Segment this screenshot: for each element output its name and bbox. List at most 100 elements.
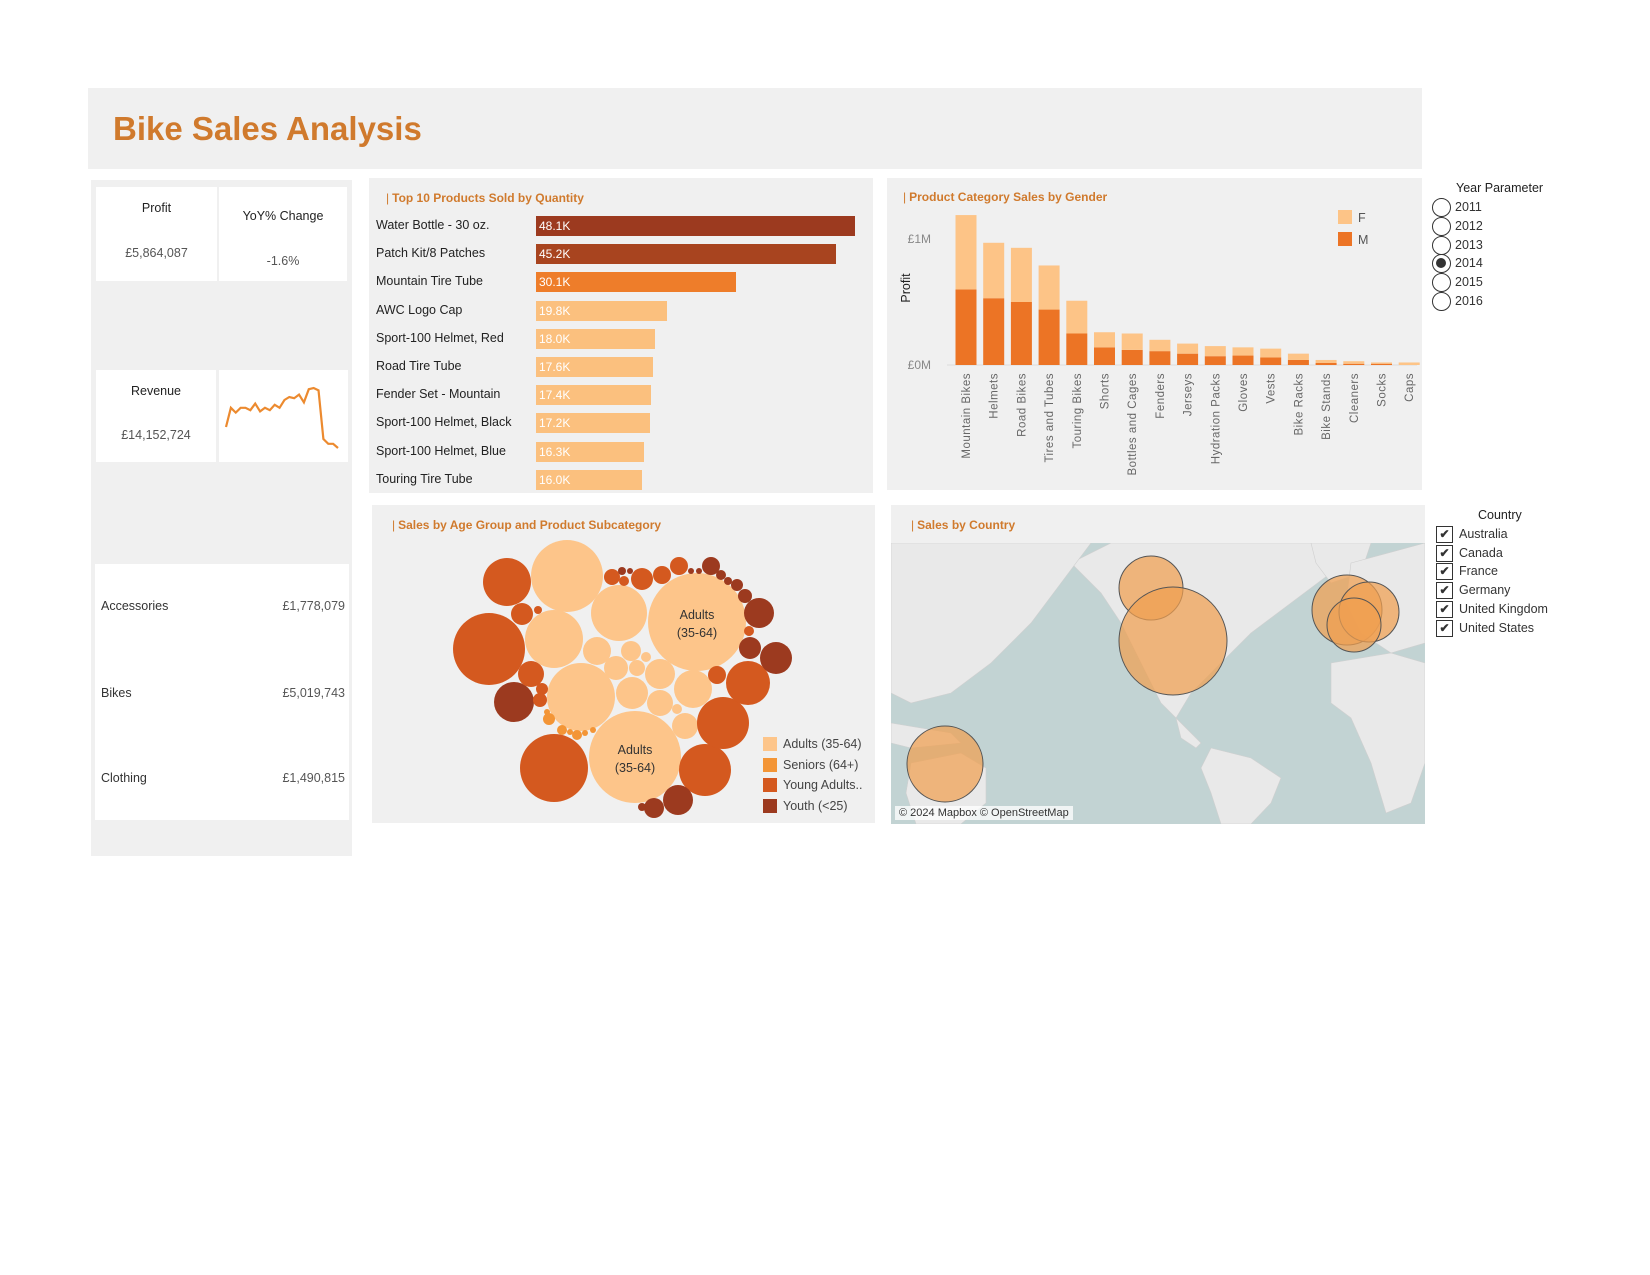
bar-f[interactable] bbox=[1371, 362, 1392, 364]
bar-m[interactable] bbox=[1287, 359, 1309, 365]
year-option-label[interactable]: 2015 bbox=[1455, 275, 1483, 290]
country-checkbox-germany[interactable]: ✔ bbox=[1436, 582, 1453, 600]
bar-m[interactable] bbox=[1315, 362, 1337, 365]
legend-swatch-m[interactable] bbox=[1338, 232, 1352, 246]
bar-m[interactable] bbox=[1010, 302, 1032, 365]
country-checkbox-united-kingdom[interactable]: ✔ bbox=[1436, 600, 1453, 618]
legend-swatch[interactable] bbox=[763, 778, 777, 792]
bubble[interactable] bbox=[453, 613, 525, 685]
bubble[interactable] bbox=[670, 557, 688, 575]
product-bar[interactable]: 17.2K bbox=[536, 413, 651, 434]
bubble[interactable] bbox=[674, 670, 712, 708]
bubble[interactable] bbox=[696, 568, 702, 574]
legend-swatch[interactable] bbox=[763, 798, 777, 813]
product-bar[interactable]: 16.3K bbox=[536, 441, 645, 462]
bubble[interactable] bbox=[702, 557, 720, 575]
bubble[interactable] bbox=[644, 798, 664, 818]
bubble[interactable] bbox=[627, 568, 633, 574]
year-option-label[interactable]: 2016 bbox=[1455, 294, 1483, 308]
legend-swatch[interactable] bbox=[763, 757, 777, 772]
bubble[interactable] bbox=[708, 666, 726, 684]
product-bar[interactable]: 17.4K bbox=[536, 385, 652, 406]
country-option-label[interactable]: United States bbox=[1459, 620, 1535, 635]
bar-m[interactable] bbox=[1094, 347, 1115, 365]
bar-f[interactable] bbox=[1260, 348, 1282, 358]
bar-m[interactable] bbox=[1121, 349, 1143, 365]
product-bar[interactable]: 45.2K bbox=[536, 244, 836, 265]
country-option-label[interactable]: Germany bbox=[1459, 583, 1511, 598]
bar-m[interactable] bbox=[1038, 309, 1060, 365]
country-option-label[interactable]: United Kingdom bbox=[1459, 601, 1548, 616]
bubble[interactable] bbox=[582, 730, 588, 736]
bar-m[interactable] bbox=[1066, 333, 1088, 366]
bubble[interactable] bbox=[621, 641, 641, 661]
bar-m[interactable] bbox=[1371, 363, 1392, 365]
bubble[interactable] bbox=[557, 725, 567, 735]
bar-f[interactable] bbox=[955, 215, 977, 290]
bubble[interactable] bbox=[672, 704, 682, 714]
bubble[interactable] bbox=[483, 558, 531, 606]
bubble[interactable] bbox=[543, 713, 555, 725]
bar-m[interactable] bbox=[1149, 351, 1171, 365]
country-map[interactable] bbox=[891, 543, 1425, 824]
bubble[interactable] bbox=[520, 734, 588, 802]
bar-f[interactable] bbox=[1038, 265, 1060, 310]
bubble[interactable] bbox=[572, 730, 582, 740]
bubble[interactable] bbox=[638, 803, 646, 811]
bar-f[interactable] bbox=[1398, 362, 1420, 365]
product-bar[interactable]: 17.6K bbox=[536, 357, 653, 377]
bar-f[interactable] bbox=[1149, 339, 1171, 352]
product-bar[interactable]: 16.0K bbox=[536, 469, 643, 490]
bubble[interactable] bbox=[629, 660, 645, 676]
country-option-label[interactable]: France bbox=[1459, 564, 1498, 579]
bubble[interactable] bbox=[726, 661, 770, 705]
bubble[interactable] bbox=[716, 570, 726, 580]
bubble[interactable] bbox=[590, 727, 596, 733]
bar-f[interactable] bbox=[983, 242, 1005, 299]
bar-f[interactable] bbox=[1066, 300, 1088, 334]
bubble[interactable] bbox=[679, 744, 731, 796]
bubble[interactable] bbox=[760, 642, 792, 674]
bar-f[interactable] bbox=[1287, 353, 1309, 360]
map-bubble-united-states[interactable] bbox=[1118, 586, 1228, 696]
bar-m[interactable] bbox=[1260, 357, 1282, 365]
bubble[interactable] bbox=[604, 656, 628, 680]
year-radio-2011[interactable] bbox=[1432, 198, 1451, 217]
year-radio-2016[interactable] bbox=[1432, 292, 1451, 311]
bar-f[interactable] bbox=[1177, 343, 1199, 354]
map-bubble-australia[interactable] bbox=[906, 725, 984, 803]
legend-swatch-f[interactable] bbox=[1338, 210, 1352, 224]
bubble[interactable] bbox=[648, 573, 746, 671]
bar-m[interactable] bbox=[1343, 363, 1365, 365]
bubble[interactable] bbox=[547, 663, 615, 731]
legend-swatch[interactable] bbox=[763, 737, 777, 751]
year-option-label[interactable]: 2012 bbox=[1455, 218, 1483, 233]
bubble[interactable] bbox=[525, 610, 583, 668]
bubble[interactable] bbox=[653, 566, 671, 584]
bubble[interactable] bbox=[645, 659, 675, 689]
bubble[interactable] bbox=[531, 540, 603, 612]
bar-m[interactable] bbox=[1232, 355, 1254, 365]
product-bar[interactable]: 30.1K bbox=[536, 272, 736, 293]
bar-f[interactable] bbox=[1094, 332, 1115, 348]
year-radio-2014[interactable] bbox=[1432, 254, 1451, 274]
bubble[interactable] bbox=[533, 693, 547, 707]
bubble[interactable] bbox=[641, 652, 651, 662]
bar-m[interactable] bbox=[1177, 353, 1199, 365]
year-radio-2013[interactable] bbox=[1432, 235, 1451, 255]
year-radio-2012[interactable] bbox=[1432, 216, 1451, 236]
bar-f[interactable] bbox=[1315, 359, 1337, 363]
bar-m[interactable] bbox=[1204, 356, 1226, 365]
bubble[interactable] bbox=[663, 785, 693, 815]
country-checkbox-australia[interactable]: ✔ bbox=[1436, 526, 1453, 543]
map-bubble-france[interactable] bbox=[1326, 597, 1382, 653]
country-checkbox-canada[interactable]: ✔ bbox=[1436, 544, 1453, 562]
bubble[interactable] bbox=[518, 661, 544, 687]
bubble[interactable] bbox=[647, 690, 673, 716]
bubble[interactable] bbox=[567, 729, 573, 735]
bar-f[interactable] bbox=[1010, 247, 1032, 302]
country-option-label[interactable]: Canada bbox=[1459, 545, 1503, 560]
map-attribution[interactable]: © 2024 Mapbox © OpenStreetMap bbox=[895, 806, 1073, 820]
product-bar[interactable]: 48.1K bbox=[536, 216, 855, 236]
bubble[interactable] bbox=[591, 585, 647, 641]
